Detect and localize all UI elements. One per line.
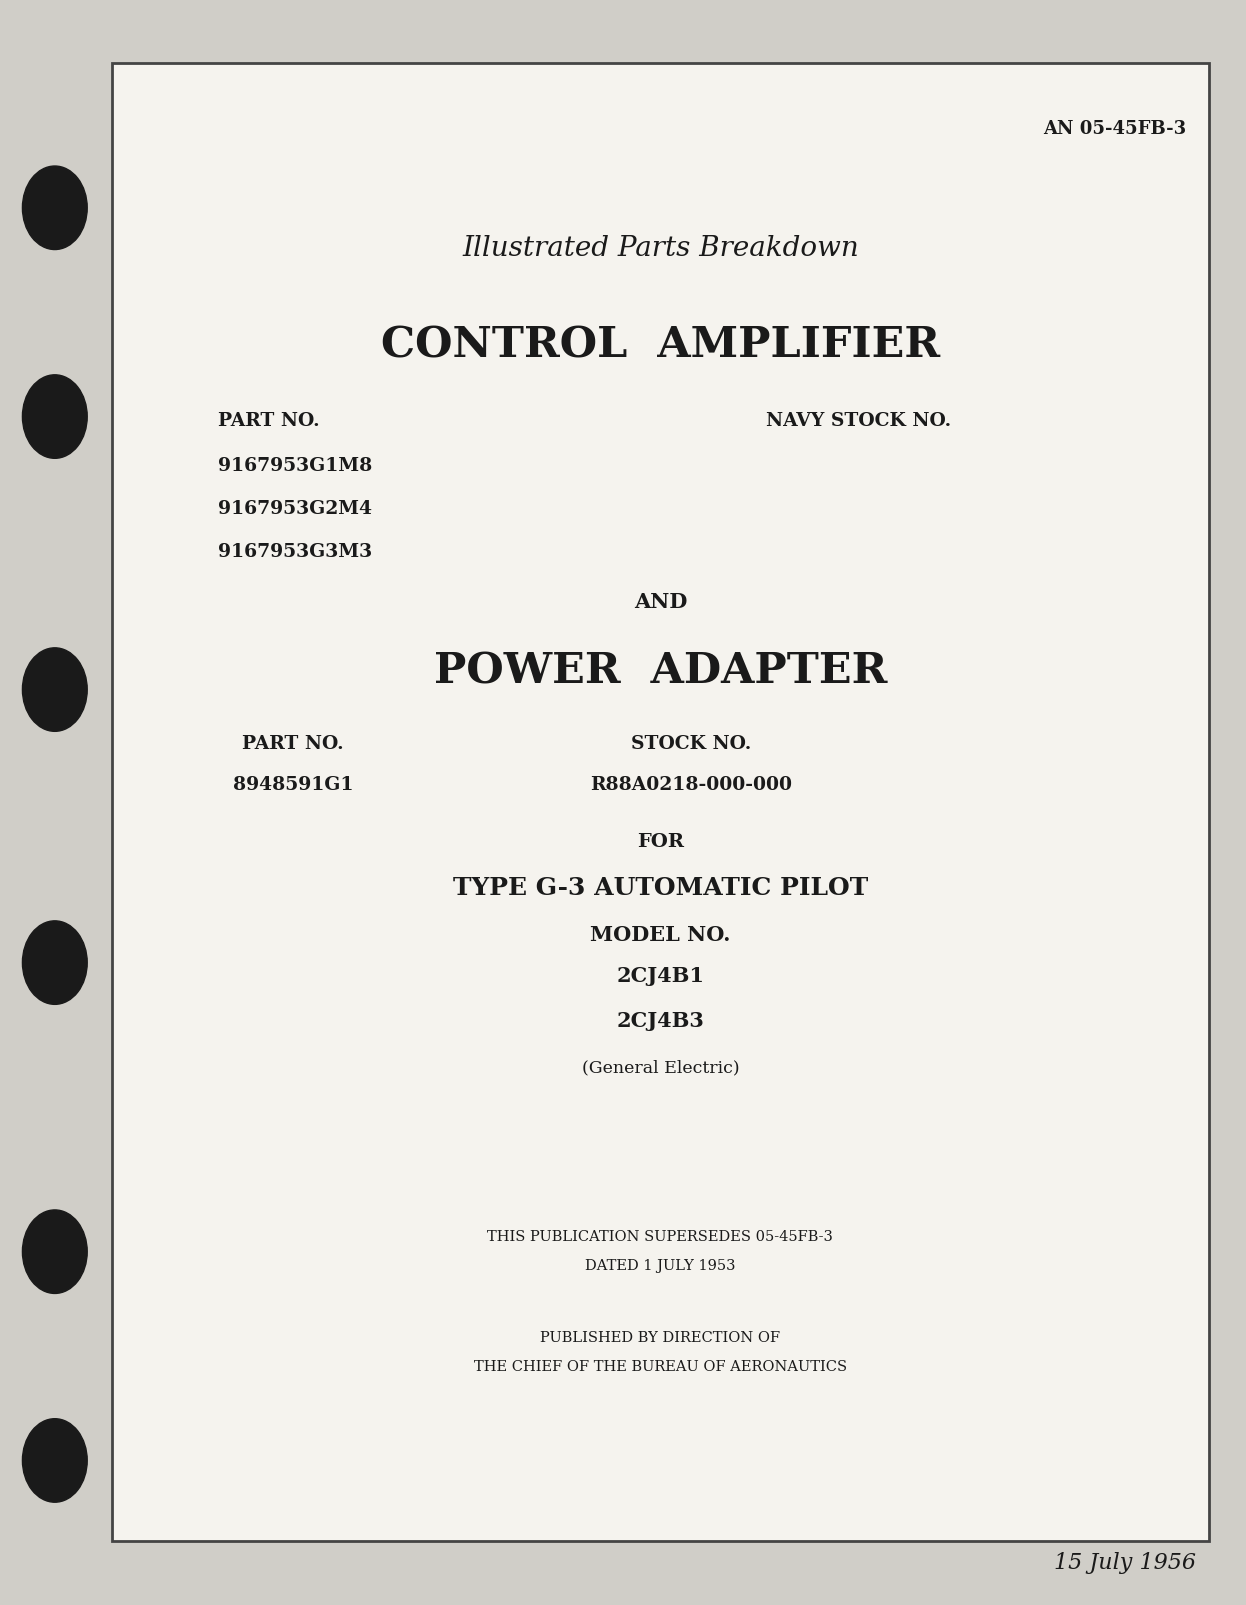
Circle shape: [22, 921, 87, 1005]
Text: 15 July 1956: 15 July 1956: [1054, 1550, 1196, 1573]
Text: TYPE G-3 AUTOMATIC PILOT: TYPE G-3 AUTOMATIC PILOT: [452, 876, 868, 899]
Text: STOCK NO.: STOCK NO.: [632, 733, 751, 753]
Text: 2CJ4B3: 2CJ4B3: [617, 1011, 704, 1030]
Circle shape: [22, 1210, 87, 1294]
Circle shape: [22, 648, 87, 732]
Text: THIS PUBLICATION SUPERSEDES 05-45FB-3: THIS PUBLICATION SUPERSEDES 05-45FB-3: [487, 1229, 834, 1242]
Text: 9167953G3M3: 9167953G3M3: [218, 542, 373, 562]
Circle shape: [22, 1419, 87, 1502]
Text: PART NO.: PART NO.: [242, 733, 344, 753]
Text: CONTROL  AMPLIFIER: CONTROL AMPLIFIER: [381, 324, 939, 366]
Text: AND: AND: [634, 592, 687, 612]
Text: 2CJ4B1: 2CJ4B1: [617, 966, 704, 985]
Text: 9167953G1M8: 9167953G1M8: [218, 456, 373, 475]
Text: DATED 1 JULY 1953: DATED 1 JULY 1953: [586, 1258, 735, 1271]
Text: AN 05-45FB-3: AN 05-45FB-3: [1043, 120, 1186, 138]
Text: POWER  ADAPTER: POWER ADAPTER: [434, 650, 887, 692]
Text: R88A0218-000-000: R88A0218-000-000: [591, 775, 792, 794]
Text: 9167953G2M4: 9167953G2M4: [218, 499, 373, 518]
Text: THE CHIEF OF THE BUREAU OF AERONAUTICS: THE CHIEF OF THE BUREAU OF AERONAUTICS: [473, 1359, 847, 1372]
Text: 8948591G1: 8948591G1: [233, 775, 353, 794]
Text: FOR: FOR: [637, 831, 684, 851]
Text: PART NO.: PART NO.: [218, 411, 320, 430]
Text: (General Electric): (General Electric): [582, 1059, 739, 1075]
Circle shape: [22, 167, 87, 250]
Text: PUBLISHED BY DIRECTION OF: PUBLISHED BY DIRECTION OF: [541, 1331, 780, 1343]
Bar: [112, 64, 1209, 1541]
Text: NAVY STOCK NO.: NAVY STOCK NO.: [766, 411, 952, 430]
Circle shape: [22, 376, 87, 459]
Text: Illustrated Parts Breakdown: Illustrated Parts Breakdown: [462, 236, 858, 262]
Text: MODEL NO.: MODEL NO.: [591, 924, 730, 944]
